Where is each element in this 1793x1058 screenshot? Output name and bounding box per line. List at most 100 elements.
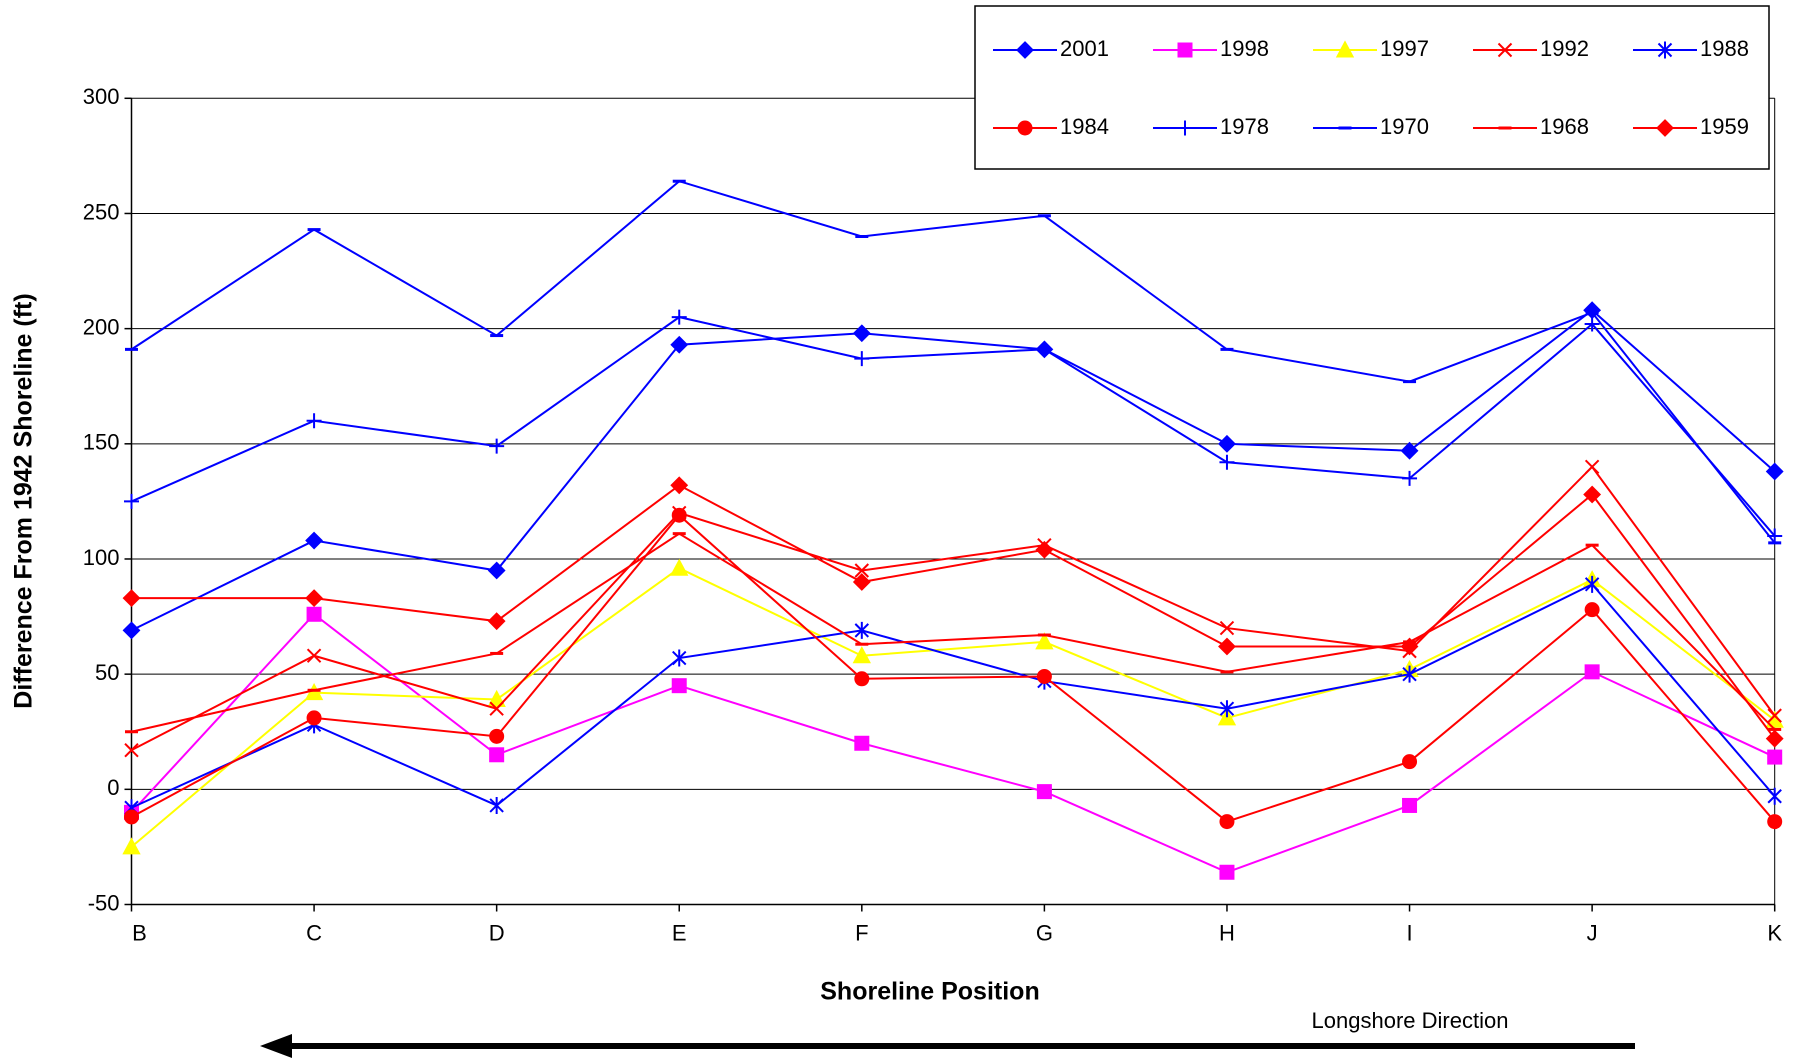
x-tick-label: D: [489, 920, 505, 945]
marker: [672, 649, 687, 667]
marker: [670, 558, 689, 576]
marker: [489, 701, 504, 716]
marker: [852, 324, 871, 343]
marker: [305, 589, 323, 608]
marker: [1400, 637, 1419, 656]
marker: [1765, 462, 1784, 481]
marker: [1765, 729, 1784, 748]
series-line: [131, 583, 1776, 809]
marker: [1219, 454, 1235, 470]
x-tick-label: K: [1767, 920, 1782, 945]
marker: [1584, 602, 1600, 618]
marker: [854, 563, 870, 578]
legend-marker: [1657, 41, 1673, 59]
legend-marker: [1017, 120, 1033, 136]
marker: [1767, 749, 1783, 765]
x-tick-label: J: [1587, 920, 1598, 945]
y-tick-label: -50: [88, 890, 120, 915]
marker: [489, 438, 505, 454]
legend-marker: [1016, 41, 1034, 59]
marker: [1583, 485, 1602, 504]
legend-label: 1992: [1540, 36, 1589, 61]
marker: [1217, 708, 1237, 726]
arrow-head: [260, 1034, 292, 1058]
marker: [1036, 668, 1052, 684]
y-tick-label: 100: [83, 545, 120, 570]
marker: [1219, 700, 1235, 718]
x-tick-label: C: [306, 920, 322, 945]
marker: [1402, 754, 1418, 770]
marker: [124, 742, 139, 758]
marker: [1219, 864, 1235, 880]
series-line: [131, 532, 1776, 733]
marker: [1035, 540, 1054, 559]
series-line: [130, 567, 1776, 848]
x-tick-label: B: [132, 920, 147, 945]
legend-marker: [1656, 119, 1674, 137]
legend-box: [974, 5, 1770, 170]
marker: [671, 507, 687, 523]
legend-label: 1968: [1540, 114, 1589, 139]
marker: [854, 735, 870, 751]
series-line: [130, 180, 1776, 544]
x-tick-label: G: [1036, 920, 1053, 945]
marker: [487, 689, 506, 707]
series-line: [130, 612, 1776, 874]
marker: [306, 710, 322, 726]
x-tick-label: H: [1219, 920, 1235, 945]
marker: [1400, 441, 1419, 460]
marker: [1767, 787, 1782, 805]
x-axis-title: Shoreline Position: [820, 978, 1039, 1006]
legend-label: 1959: [1700, 114, 1749, 139]
marker: [489, 747, 505, 763]
marker: [1036, 784, 1052, 800]
y-tick-label: 50: [95, 660, 119, 685]
x-tick-label: I: [1406, 920, 1412, 945]
series-line: [131, 484, 1776, 740]
legend-label: 1998: [1220, 36, 1269, 61]
legend-label: 1997: [1380, 36, 1429, 61]
series-line: [131, 308, 1776, 632]
marker: [124, 493, 139, 509]
marker: [670, 335, 689, 354]
y-tick-label: 250: [83, 199, 120, 224]
marker: [671, 678, 687, 694]
y-tick-label: 200: [83, 314, 120, 339]
series-line: [131, 316, 1776, 537]
marker: [1584, 664, 1600, 680]
marker: [1219, 814, 1235, 830]
marker: [306, 413, 322, 429]
series-line: [131, 465, 1776, 752]
y-tick-label: 300: [83, 84, 120, 109]
x-tick-label: E: [672, 920, 687, 945]
marker: [1035, 632, 1054, 650]
marker: [305, 531, 323, 550]
marker: [1584, 316, 1600, 332]
marker: [124, 809, 139, 825]
marker: [122, 621, 141, 640]
legend-label: 1988: [1700, 36, 1749, 61]
marker: [1584, 459, 1600, 475]
legend-label: 1984: [1060, 114, 1109, 139]
marker: [489, 728, 505, 744]
marker: [1218, 434, 1236, 453]
marker: [670, 476, 689, 495]
marker: [852, 573, 871, 591]
legend-marker: [1497, 42, 1513, 58]
legend: 2001 1998 1997 1992 1988 1984 1978 1970 1968 1959: [974, 5, 1770, 170]
marker: [1767, 814, 1783, 830]
marker: [1402, 470, 1418, 486]
marker: [1402, 797, 1418, 813]
marker: [122, 589, 141, 608]
legend-label: 1970: [1380, 114, 1429, 139]
marker: [1219, 620, 1235, 636]
legend-marker: [1177, 120, 1193, 136]
marker: [489, 796, 504, 814]
series-line: [131, 513, 1776, 823]
legend-label: 2001: [1060, 36, 1109, 61]
legend-label: 1978: [1220, 114, 1269, 139]
marker: [854, 351, 870, 367]
legend-marker: [1177, 42, 1193, 58]
marker: [671, 309, 687, 325]
